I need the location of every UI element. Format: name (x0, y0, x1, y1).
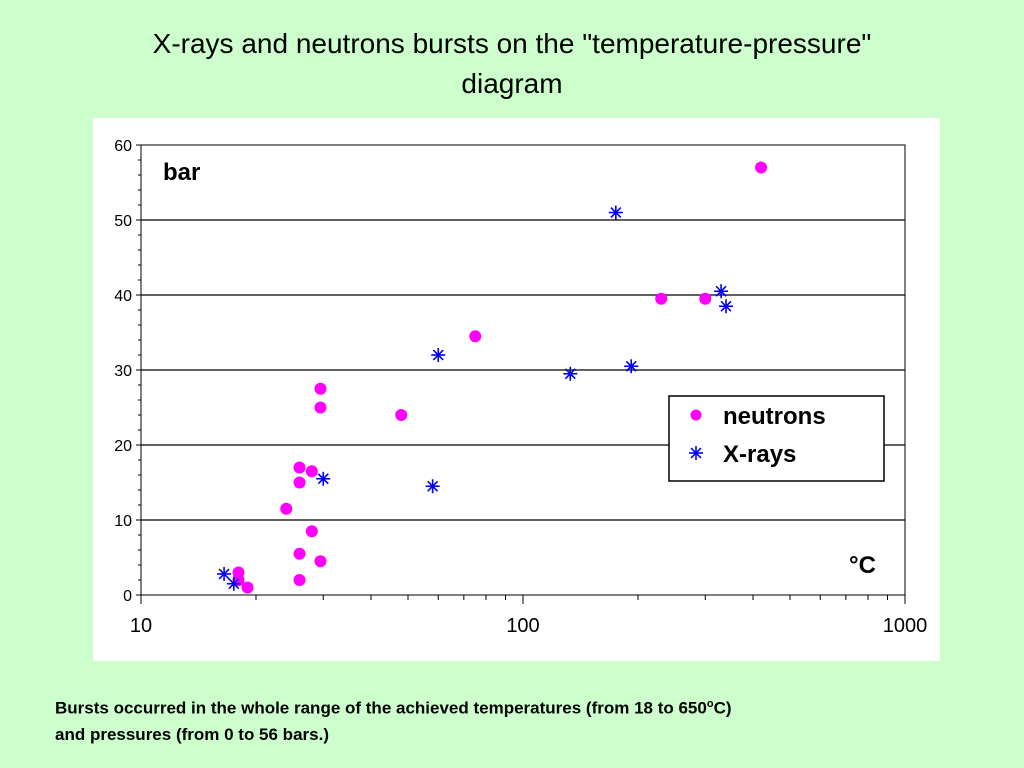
neutron-point (314, 382, 327, 395)
x-tick-label: 10 (130, 615, 152, 637)
y-tick-label: 60 (114, 138, 132, 155)
neutron-point (314, 555, 327, 568)
x-axis-title: °C (849, 552, 876, 579)
neutron-point (280, 502, 293, 515)
y-tick-label: 20 (114, 438, 132, 455)
xray-point (431, 348, 446, 362)
y-axis-title: bar (163, 159, 200, 186)
neutron-point (305, 465, 318, 478)
xray-point (425, 479, 440, 494)
xray-point (316, 471, 331, 486)
xray-point (608, 205, 623, 220)
legend-marker-neutrons (690, 409, 702, 421)
xray-point (217, 567, 232, 581)
y-tick-label: 40 (114, 288, 132, 305)
title-line-2: diagram (461, 68, 563, 99)
neutron-point (314, 401, 327, 414)
y-tick-label: 30 (114, 363, 132, 380)
neutron-point (293, 476, 306, 489)
y-tick-label: 10 (114, 513, 132, 530)
neutron-point (699, 292, 712, 305)
scatter-chart: 0 10 20 30 40 50 60 10 100 1000 bar °C neutrons … (114, 138, 927, 637)
neutron-point (241, 581, 254, 594)
neutron-point (293, 461, 306, 474)
x-tick-label: 100 (506, 615, 539, 637)
y-axis-ticks: 0 10 20 30 40 50 60 (114, 138, 141, 605)
slide-title: X-rays and neutrons bursts on the "tempe… (40, 24, 984, 104)
title-line-1: X-rays and neutrons bursts on the "tempe… (152, 28, 872, 59)
neutron-point (305, 525, 318, 538)
y-tick-label: 50 (114, 213, 132, 230)
neutron-point (395, 409, 408, 421)
xray-point (719, 299, 734, 314)
legend-marker-xrays (689, 446, 703, 460)
y-tick-label: 0 (123, 588, 132, 605)
caption-text-1-end: C) (713, 698, 732, 718)
legend-asterisk (689, 446, 703, 460)
neutron-point (655, 292, 668, 305)
x-tick-label: 1000 (883, 615, 928, 637)
caption: Bursts occurred in the whole range of th… (55, 691, 985, 748)
legend-label-neutrons: neutrons (723, 403, 826, 430)
xray-point (714, 284, 729, 299)
neutron-point (469, 330, 482, 343)
caption-text-1: Bursts occurred in the whole range of th… (55, 698, 707, 718)
neutron-point (293, 547, 306, 560)
neutron-point (293, 574, 306, 586)
chart-panel: 0 10 20 30 40 50 60 10 100 1000 bar °C neutrons … (93, 118, 940, 661)
neutron-point (755, 161, 768, 174)
data-points (217, 161, 768, 594)
caption-text-2: and pressures (from 0 to 56 bars.) (55, 724, 329, 744)
caption-degree: o (706, 698, 714, 710)
legend-label-xrays: X-rays (723, 441, 796, 468)
x-axis-ticks: 10 100 1000 (130, 595, 927, 637)
xray-point (624, 359, 639, 374)
xray-point (563, 366, 578, 381)
legend: neutrons X-rays (668, 395, 885, 482)
legend-box (668, 395, 885, 482)
xray-point (226, 576, 241, 591)
